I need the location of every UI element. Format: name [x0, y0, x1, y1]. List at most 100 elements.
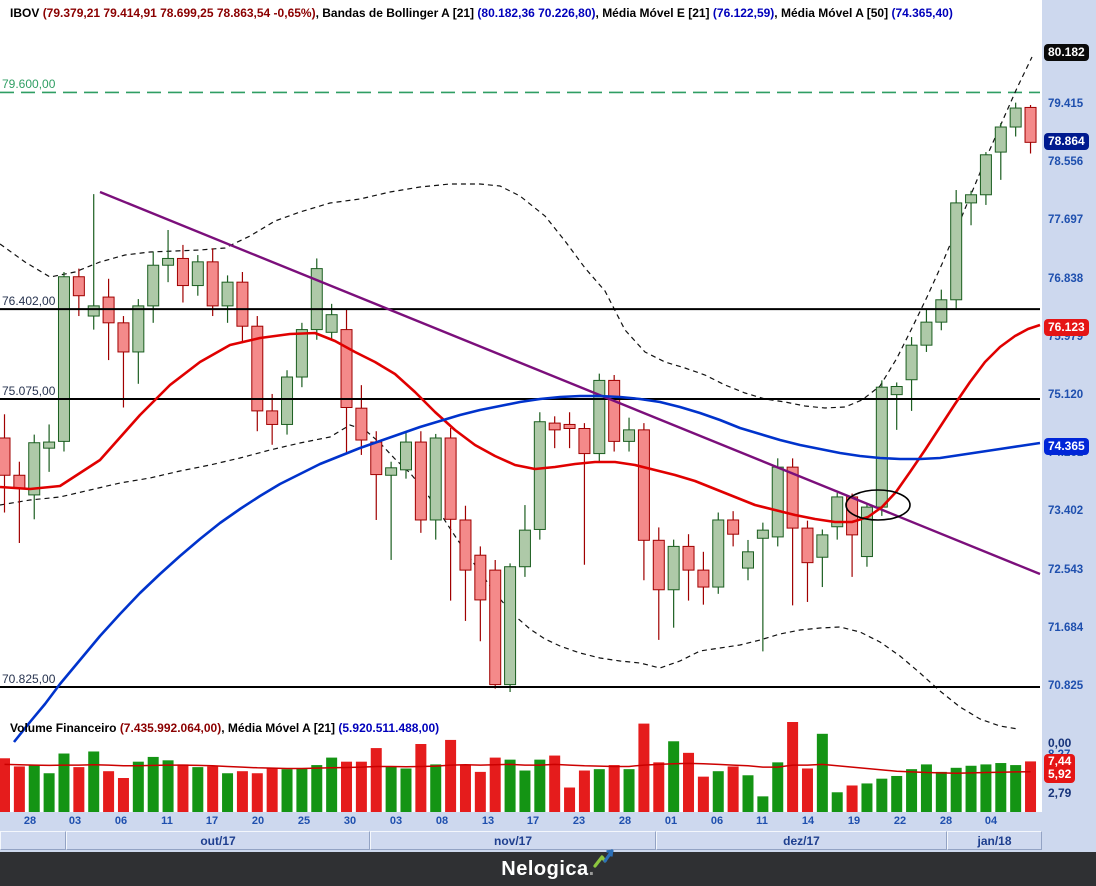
volume-bar[interactable]: [415, 744, 427, 812]
candle-body[interactable]: [414, 441, 427, 521]
candle-body[interactable]: [712, 519, 725, 588]
candle-body[interactable]: [399, 441, 412, 471]
candle-body[interactable]: [950, 202, 963, 301]
candle-body[interactable]: [236, 281, 249, 327]
candle-body[interactable]: [965, 194, 978, 204]
candle-body[interactable]: [786, 466, 799, 529]
breakout-ellipse-annotation[interactable]: [845, 489, 911, 521]
candle-body[interactable]: [57, 276, 70, 442]
candle-body[interactable]: [147, 264, 160, 307]
candle-body[interactable]: [340, 329, 353, 409]
volume-bar[interactable]: [73, 767, 85, 812]
volume-bar[interactable]: [385, 766, 397, 812]
candle-body[interactable]: [593, 379, 606, 455]
volume-bar[interactable]: [504, 759, 516, 812]
candle-body[interactable]: [831, 496, 844, 528]
volume-bar[interactable]: [906, 769, 918, 812]
volume-bar[interactable]: [266, 768, 278, 812]
candle-body[interactable]: [578, 428, 591, 455]
volume-bar[interactable]: [683, 752, 695, 812]
volume-bar[interactable]: [876, 778, 888, 812]
volume-bar[interactable]: [697, 776, 709, 812]
month-axis[interactable]: out/17 nov/17 dez/17 jan/18: [0, 831, 1042, 852]
candle-body[interactable]: [697, 569, 710, 588]
volume-bar[interactable]: [103, 771, 115, 812]
volume-bar[interactable]: [370, 748, 382, 812]
volume-bar[interactable]: [801, 768, 813, 812]
volume-bar[interactable]: [935, 771, 947, 812]
price-axis[interactable]: 79.41578.55677.69776.83875.97975.12074.2…: [1042, 0, 1096, 852]
candle-body[interactable]: [87, 305, 100, 317]
volume-bar[interactable]: [623, 769, 635, 812]
volume-bar[interactable]: [564, 787, 576, 812]
volume-bar[interactable]: [534, 759, 546, 812]
volume-bar[interactable]: [489, 757, 501, 812]
candle-body[interactable]: [444, 437, 457, 520]
candle-body[interactable]: [504, 566, 517, 686]
candle-body[interactable]: [28, 442, 41, 496]
candle-body[interactable]: [162, 257, 175, 266]
candle-body[interactable]: [206, 261, 219, 307]
candle-body[interactable]: [935, 299, 948, 323]
candle-body[interactable]: [489, 569, 502, 686]
volume-bar[interactable]: [0, 758, 10, 812]
candle-body[interactable]: [1009, 107, 1022, 128]
date-axis[interactable]: 28 03 06 11 17 20 25 30 03 08 13 17 23 28 01 06 11 14 19 22…: [0, 812, 1042, 831]
candle-body[interactable]: [652, 539, 665, 591]
candle-body[interactable]: [176, 257, 189, 287]
candle-body[interactable]: [816, 534, 829, 558]
volume-bar[interactable]: [222, 773, 234, 812]
candle-body[interactable]: [43, 441, 56, 449]
candle-body[interactable]: [667, 545, 680, 591]
candle-body[interactable]: [310, 268, 323, 331]
candle-body[interactable]: [325, 314, 338, 333]
volume-bar[interactable]: [1010, 765, 1022, 812]
volume-bar[interactable]: [1025, 761, 1037, 812]
volume-bar[interactable]: [920, 764, 932, 812]
volume-bar[interactable]: [147, 756, 159, 812]
candle-body[interactable]: [875, 386, 888, 508]
candle-body[interactable]: [370, 441, 383, 476]
volume-bar[interactable]: [965, 765, 977, 812]
volume-bar[interactable]: [400, 768, 412, 812]
candle-body[interactable]: [623, 429, 636, 442]
volume-bar[interactable]: [281, 769, 293, 812]
volume-bar[interactable]: [787, 722, 799, 812]
volume-bar[interactable]: [132, 761, 144, 812]
volume-bar[interactable]: [192, 767, 204, 812]
volume-bar[interactable]: [177, 764, 189, 812]
candle-body[interactable]: [385, 467, 398, 476]
candle-body[interactable]: [0, 437, 11, 476]
volume-bar[interactable]: [891, 775, 903, 812]
candle-body[interactable]: [756, 529, 769, 539]
candle-body[interactable]: [994, 126, 1007, 153]
candle-body[interactable]: [355, 407, 368, 441]
volume-bar[interactable]: [950, 767, 962, 812]
candle-body[interactable]: [608, 379, 621, 442]
volume-bar[interactable]: [846, 785, 858, 812]
volume-bar[interactable]: [236, 771, 248, 812]
volume-bar[interactable]: [162, 760, 174, 812]
candle-body[interactable]: [682, 545, 695, 571]
candle-body[interactable]: [132, 305, 145, 353]
volume-bar[interactable]: [341, 761, 353, 812]
volume-bar[interactable]: [980, 764, 992, 812]
volume-bar[interactable]: [638, 723, 650, 812]
volume-bar[interactable]: [712, 771, 724, 812]
candle-body[interactable]: [727, 519, 740, 535]
candle-body[interactable]: [533, 421, 546, 530]
candle-body[interactable]: [13, 474, 26, 489]
candle-body[interactable]: [860, 506, 873, 558]
volume-bar[interactable]: [772, 762, 784, 812]
volume-bar[interactable]: [58, 753, 70, 812]
volume-bar[interactable]: [117, 778, 129, 812]
descending-trendline[interactable]: [99, 190, 1041, 576]
volume-bar[interactable]: [816, 733, 828, 812]
candle-body[interactable]: [548, 422, 561, 431]
volume-bar[interactable]: [445, 739, 457, 812]
candle-body[interactable]: [429, 437, 442, 521]
candle-body[interactable]: [281, 376, 294, 425]
volume-bar[interactable]: [727, 766, 739, 812]
volume-bar[interactable]: [742, 775, 754, 812]
